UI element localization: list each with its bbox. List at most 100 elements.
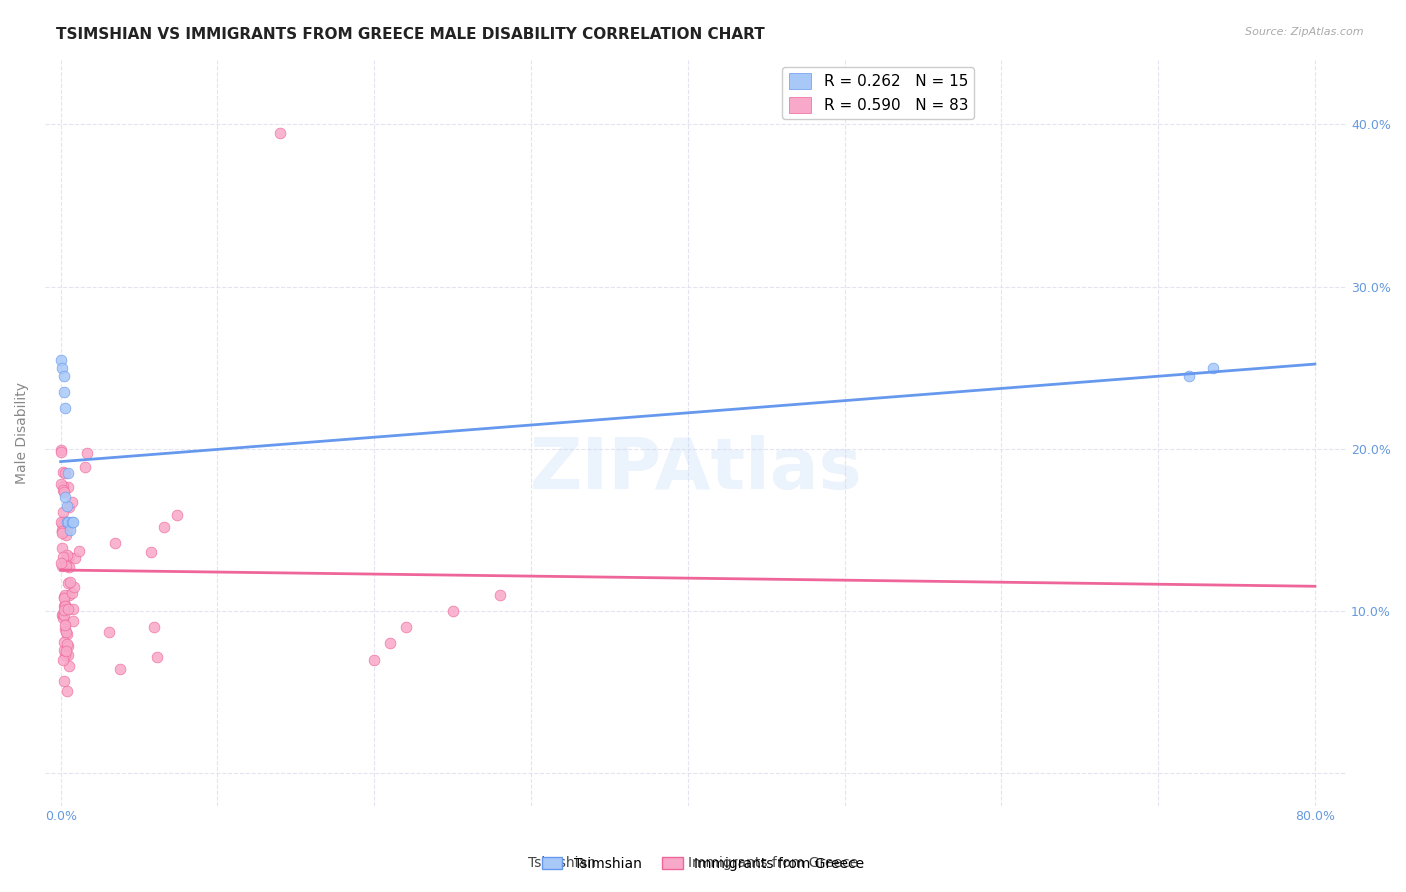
Point	[52, 674, 75, 689]
Point	[56, 515, 79, 529]
Point	[52, 479, 75, 493]
Point	[53, 623, 76, 637]
Point	[56, 550, 79, 565]
Point	[55, 648, 77, 663]
Point	[49, 352, 72, 367]
Legend: Tsimshian, Immigrants from Greece: Tsimshian, Immigrants from Greece	[536, 851, 870, 876]
Point	[58, 466, 80, 480]
Point	[378, 636, 401, 650]
Point	[63, 550, 86, 565]
Point	[56, 639, 79, 653]
Point	[52, 611, 75, 625]
Point	[51, 524, 73, 539]
Point	[97, 624, 120, 639]
Point	[55, 644, 77, 658]
Point	[52, 368, 75, 383]
Point	[62, 614, 84, 628]
Point	[62, 601, 84, 615]
Point	[56, 648, 79, 662]
Point	[53, 591, 76, 606]
Point	[143, 620, 166, 634]
Point	[59, 574, 82, 589]
Point	[76, 446, 98, 460]
Point	[53, 607, 76, 622]
Point	[1178, 368, 1201, 383]
Point	[53, 643, 76, 657]
Point	[56, 575, 79, 590]
Point	[56, 499, 79, 513]
Point	[53, 598, 76, 612]
Point	[52, 465, 75, 479]
Point	[56, 626, 79, 640]
Point	[62, 580, 84, 594]
Point	[55, 588, 77, 602]
Point	[55, 516, 77, 531]
Point	[58, 659, 80, 673]
Point	[52, 550, 75, 565]
Point	[51, 556, 73, 570]
Point	[52, 483, 75, 498]
Y-axis label: Male Disability: Male Disability	[15, 382, 30, 483]
Point	[363, 653, 385, 667]
Point	[58, 560, 80, 574]
Point	[53, 491, 76, 505]
Point	[51, 516, 73, 531]
Point	[53, 617, 76, 632]
Point	[51, 541, 73, 555]
Point	[58, 515, 80, 529]
Point	[51, 477, 73, 491]
Point	[51, 526, 73, 541]
Point	[51, 515, 73, 529]
Text: ZIPAtlas: ZIPAtlas	[529, 435, 862, 504]
Point	[51, 558, 73, 573]
Point	[53, 558, 76, 573]
Point	[56, 637, 79, 651]
Point	[52, 653, 75, 667]
Point	[52, 385, 75, 400]
Point	[62, 515, 84, 529]
Text: Tsimshian: Tsimshian	[529, 855, 596, 870]
Point	[56, 480, 79, 494]
Point	[141, 545, 163, 559]
Point	[153, 520, 176, 534]
Point	[60, 515, 83, 529]
Point	[51, 607, 73, 622]
Point	[60, 585, 83, 599]
Point	[394, 620, 416, 634]
Text: Immigrants from Greece: Immigrants from Greece	[689, 855, 858, 870]
Point	[55, 559, 77, 574]
Point	[51, 524, 73, 538]
Point	[53, 599, 76, 613]
Point	[53, 591, 76, 605]
Point	[52, 516, 75, 530]
Point	[1202, 360, 1225, 375]
Point	[60, 494, 83, 508]
Point	[55, 548, 77, 562]
Point	[53, 401, 76, 416]
Point	[52, 505, 75, 519]
Point	[49, 442, 72, 457]
Point	[488, 588, 510, 602]
Point	[146, 650, 169, 665]
Point	[441, 604, 464, 618]
Point	[55, 523, 77, 537]
Point	[59, 523, 82, 537]
Point	[53, 514, 76, 528]
Text: Source: ZipAtlas.com: Source: ZipAtlas.com	[1246, 27, 1364, 37]
Point	[56, 602, 79, 616]
Point	[51, 360, 73, 375]
Point	[67, 544, 90, 558]
Point	[58, 550, 80, 565]
Point	[52, 599, 75, 613]
Point	[53, 466, 76, 480]
Point	[53, 485, 76, 500]
Point	[269, 126, 291, 140]
Point	[104, 535, 127, 549]
Text: TSIMSHIAN VS IMMIGRANTS FROM GREECE MALE DISABILITY CORRELATION CHART: TSIMSHIAN VS IMMIGRANTS FROM GREECE MALE…	[56, 27, 765, 42]
Point	[108, 662, 131, 676]
Point	[75, 460, 97, 475]
Point	[55, 625, 77, 640]
Point	[58, 500, 80, 514]
Point	[55, 684, 77, 698]
Point	[53, 603, 76, 617]
